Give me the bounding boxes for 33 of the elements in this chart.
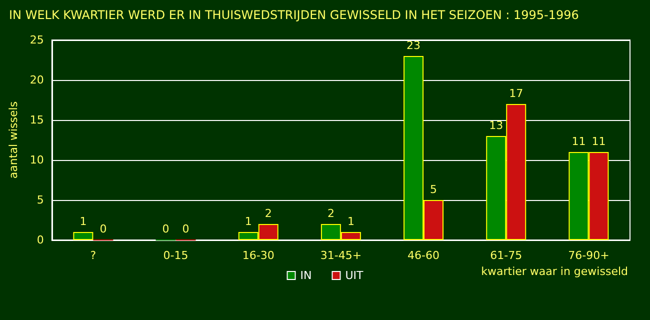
data-label: 17 — [509, 87, 524, 100]
x-tick-label: 0-15 — [163, 249, 188, 262]
x-tick-label: 31-45+ — [320, 249, 362, 262]
legend-label: UIT — [345, 269, 364, 282]
data-label: 2 — [264, 207, 272, 220]
legend-label: IN — [300, 269, 312, 282]
y-axis-title: aantal wissels — [7, 101, 20, 179]
data-label: 23 — [406, 39, 421, 52]
bar — [73, 232, 94, 240]
y-tick-label: 5 — [36, 194, 44, 206]
data-label: 11 — [592, 135, 606, 148]
x-tick-label: 46-60 — [408, 249, 440, 262]
data-label: 5 — [430, 183, 438, 196]
y-tick-label: 0 — [36, 234, 44, 246]
y-tick-label: 20 — [30, 74, 44, 86]
data-label: 1 — [244, 215, 252, 228]
data-label: 1 — [80, 215, 87, 228]
x-axis-title: kwartier waar in gewisseld — [481, 265, 628, 278]
data-label: 0 — [182, 222, 190, 236]
data-label: 11 — [572, 135, 586, 148]
data-label: 2 — [327, 207, 334, 220]
chart-title: IN WELK KWARTIER WERD ER IN THUISWEDSTRIJDEN GEWISSELD IN HET SEIZOEN : 1995-1996 — [9, 8, 579, 22]
y-tick-label: 10 — [30, 154, 44, 166]
x-tick-label: 76-90+ — [568, 249, 610, 262]
x-tick-label: 16-30 — [242, 249, 274, 262]
data-label: 1 — [347, 215, 354, 228]
data-label: 0 — [162, 222, 170, 236]
data-label: 0 — [100, 222, 107, 236]
x-tick-label: ? — [90, 249, 96, 262]
y-tick-label: 25 — [30, 34, 44, 46]
y-tick-label: 15 — [30, 114, 44, 126]
data-label: 13 — [489, 119, 504, 132]
x-tick-label: 61-75 — [490, 249, 522, 262]
